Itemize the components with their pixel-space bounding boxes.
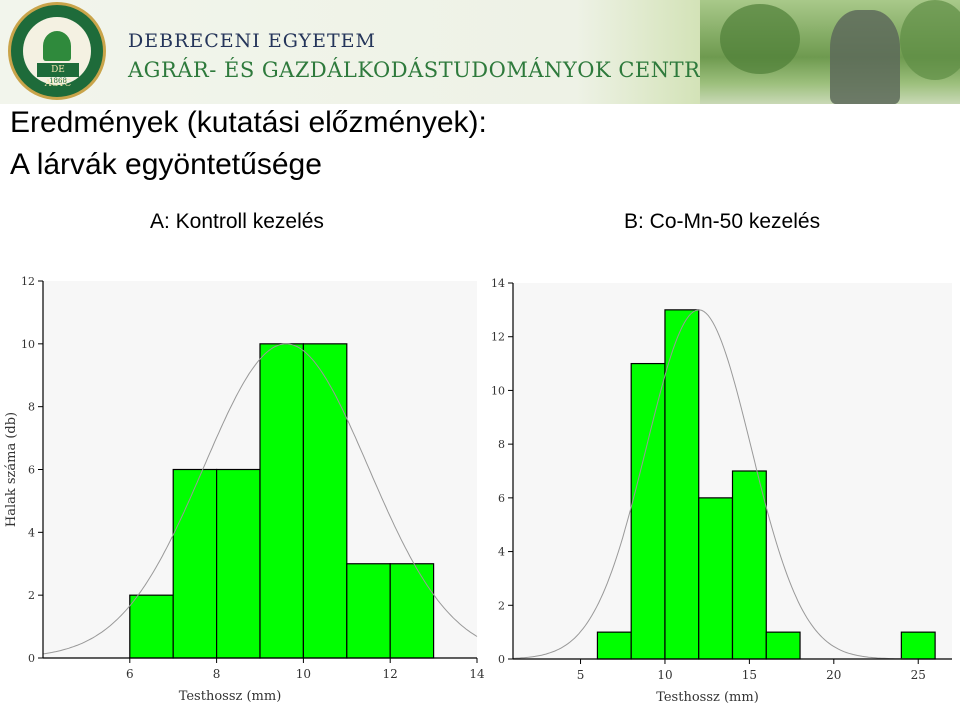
a-y-tick-label: 0 xyxy=(28,652,35,665)
chart-b-subtitle: B: Co-Mn-50 kezelés xyxy=(624,210,821,233)
chart-a-subtitle: A: Kontroll kezelés xyxy=(150,210,324,233)
b-bar xyxy=(765,631,801,660)
center-name: AGRÁR- ÉS GAZDÁLKODÁSTUDOMÁNYOK CENTRUMA xyxy=(128,58,757,82)
a-bar xyxy=(389,563,435,659)
b-x-tick-label: 10 xyxy=(657,668,672,682)
a-bar xyxy=(172,468,218,659)
a-y-tick-label: 10 xyxy=(21,338,35,351)
a-bar xyxy=(302,343,348,659)
campus-photo xyxy=(700,0,960,104)
b-bar xyxy=(630,362,666,660)
b-x-tick-label: 25 xyxy=(911,668,926,682)
university-logo: DE AGTC 1868 xyxy=(8,2,106,100)
b-y-tick-label: 8 xyxy=(498,438,505,451)
b-y-tick-label: 12 xyxy=(491,331,505,344)
b-bar xyxy=(731,470,767,660)
logo-year: 1868 xyxy=(49,77,67,85)
a-bar xyxy=(346,563,391,659)
a-y-tick-label: 2 xyxy=(28,589,35,602)
b-bar xyxy=(664,309,700,660)
histogram-a: 0 2 4 6 8 10 12 6 8 10 12 14 Testhossz (mm) Halak szá… xyxy=(4,275,485,704)
b-bar xyxy=(900,631,936,660)
a-y-tick-label: 6 xyxy=(28,464,35,477)
university-name: DEBRECENI EGYETEM xyxy=(128,30,376,52)
b-y-tick-label: 0 xyxy=(498,653,505,666)
b-y-tick-label: 14 xyxy=(491,277,505,290)
a-x-tick-label: 6 xyxy=(126,667,134,681)
a-x-tick-label: 14 xyxy=(469,667,485,681)
a-y-axis-label: Halak száma (db) xyxy=(4,412,19,527)
slide-title: Eredmények (kutatási előzmények): xyxy=(10,106,487,139)
b-bar xyxy=(698,497,734,660)
a-normal-curve xyxy=(42,343,478,655)
header-banner: DE AGTC 1868 DEBRECENI EGYETEM AGRÁR- ÉS… xyxy=(0,0,960,104)
a-x-tick-label: 12 xyxy=(383,667,398,681)
b-y-tick-label: 6 xyxy=(498,492,505,505)
b-x-tick-label: 15 xyxy=(742,668,757,682)
b-y-tick-label: 10 xyxy=(491,384,505,397)
histogram-b: 0 2 4 6 8 10 12 14 5 10 15 20 25 Testhossz (mm) xyxy=(491,277,952,705)
a-x-tick-label: 8 xyxy=(213,667,221,681)
statue-image xyxy=(830,10,900,104)
b-y-tick-label: 2 xyxy=(498,599,505,612)
a-y-tick-label: 4 xyxy=(28,526,35,539)
slide-title-line2: A lárvák egyöntetűsége xyxy=(10,148,322,181)
b-x-tick-label: 5 xyxy=(577,668,585,682)
a-bar xyxy=(129,594,174,659)
a-y-tick-label: 12 xyxy=(21,275,35,288)
a-x-axis-label: Testhossz (mm) xyxy=(179,689,282,704)
a-y-tick-label: 8 xyxy=(28,401,35,414)
leaf-icon xyxy=(43,31,71,61)
b-x-axis-label: Testhossz (mm) xyxy=(656,690,759,705)
a-bar xyxy=(259,343,305,659)
b-normal-curve xyxy=(512,309,952,660)
logo-ribbon: DE AGTC xyxy=(37,63,79,89)
a-x-tick-label: 10 xyxy=(296,667,311,681)
b-x-tick-label: 20 xyxy=(826,668,841,682)
b-bar xyxy=(596,631,632,660)
b-y-tick-label: 4 xyxy=(498,546,505,559)
a-bar xyxy=(216,468,261,659)
